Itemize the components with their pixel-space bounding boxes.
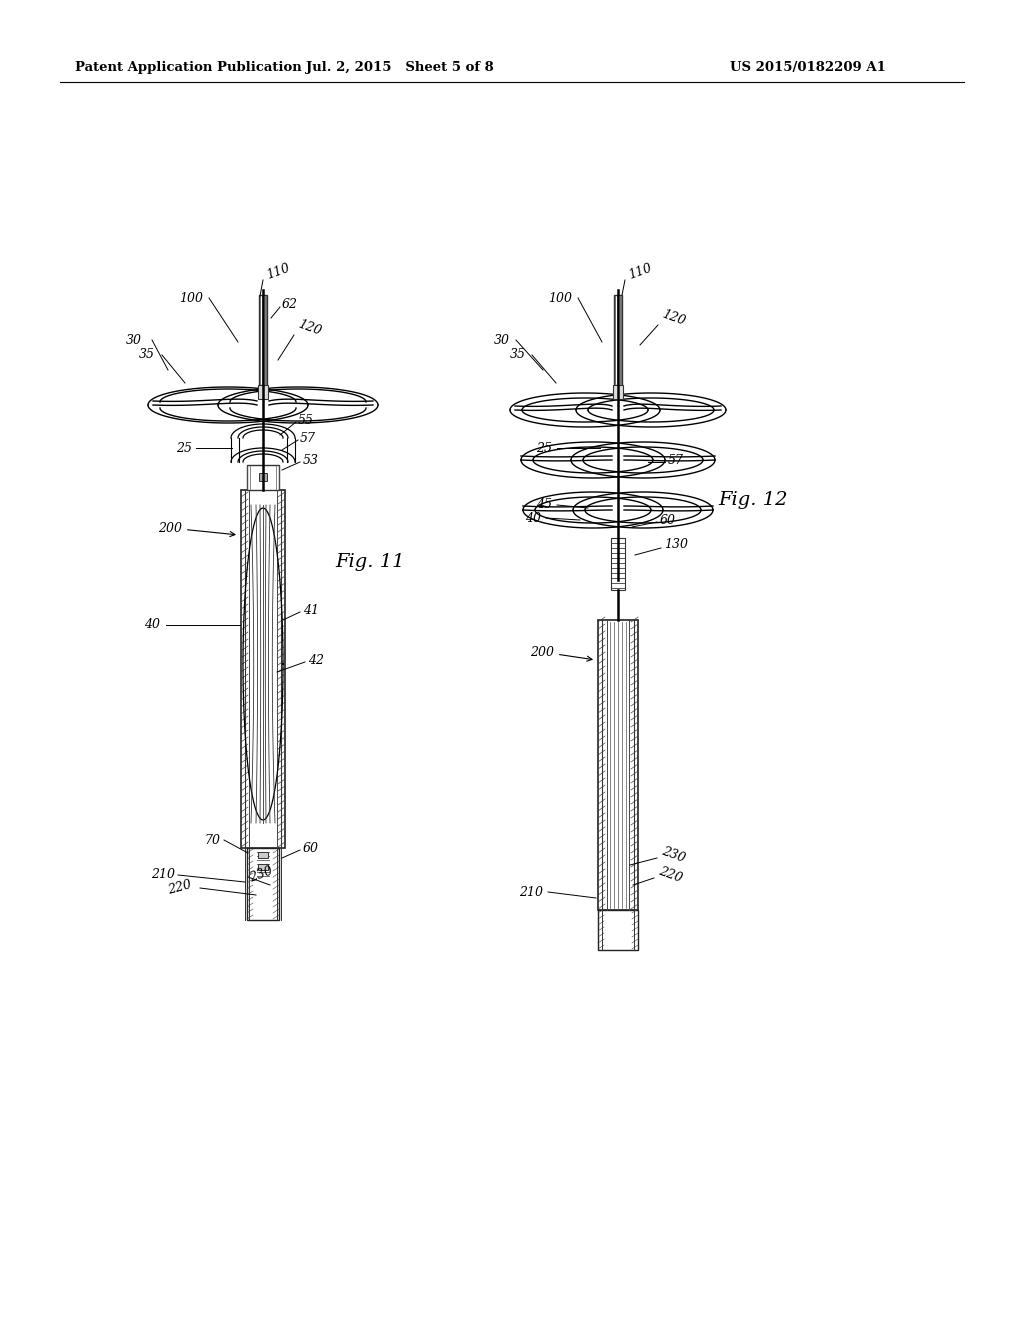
Text: 35: 35 (510, 348, 526, 362)
Text: 62: 62 (282, 298, 298, 312)
Text: 210: 210 (519, 886, 543, 899)
Text: 40: 40 (525, 511, 541, 524)
Text: 120: 120 (660, 308, 687, 329)
Text: 200: 200 (530, 645, 592, 661)
Text: 60: 60 (660, 513, 676, 527)
Text: Fig. 11: Fig. 11 (335, 553, 404, 572)
Bar (258, 865, 268, 870)
Text: 55: 55 (298, 413, 314, 426)
Bar (259, 294, 267, 385)
Text: 35: 35 (139, 348, 155, 362)
Bar (258, 385, 268, 399)
Text: 30: 30 (126, 334, 142, 346)
Text: 53: 53 (303, 454, 319, 466)
Text: 110: 110 (627, 261, 654, 282)
Bar (614, 294, 622, 385)
Text: 220: 220 (657, 865, 684, 886)
Bar (259, 473, 267, 480)
Text: 200: 200 (158, 521, 234, 536)
Bar (598, 909, 638, 950)
Bar (247, 847, 279, 920)
Bar (247, 465, 279, 490)
Text: 100: 100 (548, 292, 572, 305)
Text: 120: 120 (296, 318, 323, 338)
Text: 25: 25 (176, 441, 193, 454)
Bar (613, 385, 623, 399)
Text: 230: 230 (660, 845, 687, 865)
Text: 57: 57 (300, 432, 316, 445)
Text: 25: 25 (536, 441, 552, 454)
Text: 41: 41 (303, 603, 319, 616)
Text: 60: 60 (303, 842, 319, 854)
Text: 110: 110 (265, 261, 292, 282)
Text: 45: 45 (536, 499, 552, 511)
Bar (241, 490, 285, 847)
Text: US 2015/0182209 A1: US 2015/0182209 A1 (730, 62, 886, 74)
Text: 130: 130 (664, 539, 688, 552)
Text: 230: 230 (248, 865, 275, 886)
Text: 42: 42 (308, 653, 324, 667)
Text: 57: 57 (668, 454, 684, 466)
Bar (611, 539, 625, 590)
Text: 70: 70 (204, 833, 220, 846)
Text: Fig. 12: Fig. 12 (718, 491, 787, 510)
Bar (258, 851, 268, 858)
Text: Patent Application Publication: Patent Application Publication (75, 62, 302, 74)
Text: Jul. 2, 2015   Sheet 5 of 8: Jul. 2, 2015 Sheet 5 of 8 (306, 62, 494, 74)
Text: 210: 210 (151, 869, 175, 882)
Text: 40: 40 (144, 619, 160, 631)
Text: 30: 30 (494, 334, 510, 346)
Text: 220: 220 (167, 879, 193, 898)
Text: 100: 100 (179, 292, 203, 305)
Bar (598, 620, 638, 909)
